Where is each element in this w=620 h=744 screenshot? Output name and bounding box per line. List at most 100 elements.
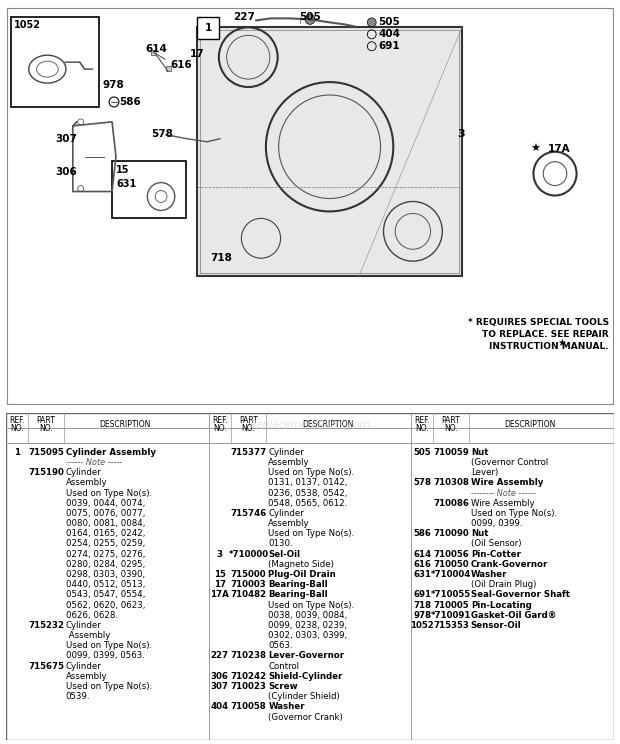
Text: 710050: 710050 [433, 559, 469, 569]
Text: DESCRIPTION: DESCRIPTION [505, 420, 556, 429]
Text: 0626, 0628.: 0626, 0628. [66, 611, 118, 620]
Text: 505: 505 [379, 17, 401, 28]
Text: 0236, 0538, 0542,: 0236, 0538, 0542, [268, 489, 348, 498]
Text: Cylinder: Cylinder [268, 448, 304, 457]
Text: 0080, 0081, 0084,: 0080, 0081, 0084, [66, 519, 145, 528]
Text: REF.: REF. [414, 417, 430, 426]
Text: 710056: 710056 [433, 550, 469, 559]
Text: (Governor Control: (Governor Control [471, 458, 548, 467]
Text: *710091: *710091 [431, 611, 471, 620]
Text: PART: PART [441, 417, 461, 426]
Text: 3: 3 [216, 550, 223, 559]
Text: 0130.: 0130. [268, 539, 293, 548]
Text: Assembly: Assembly [268, 519, 310, 528]
Text: Lever): Lever) [471, 468, 498, 477]
Text: Used on Type No(s).: Used on Type No(s). [268, 529, 355, 539]
Text: 710086: 710086 [433, 498, 469, 507]
Text: Plug-Oil Drain: Plug-Oil Drain [268, 570, 336, 579]
Text: Nut: Nut [471, 529, 489, 539]
Text: *710000: *710000 [228, 550, 268, 559]
Text: (Magneto Side): (Magneto Side) [268, 559, 334, 569]
Text: 0548, 0565, 0612.: 0548, 0565, 0612. [268, 498, 348, 507]
Text: Cylinder: Cylinder [268, 509, 304, 518]
Text: Used on Type No(s).: Used on Type No(s). [66, 489, 152, 498]
Text: Sensor-Oil: Sensor-Oil [471, 621, 521, 630]
Text: Used on Type No(s).: Used on Type No(s). [66, 682, 152, 691]
Text: 0543, 0547, 0554,: 0543, 0547, 0554, [66, 591, 145, 600]
Text: 715095: 715095 [28, 448, 64, 457]
Text: 710308: 710308 [433, 478, 469, 487]
Text: *710055: *710055 [431, 591, 471, 600]
Text: 616: 616 [413, 559, 431, 569]
Text: Washer: Washer [471, 570, 507, 579]
Text: (Governor Crank): (Governor Crank) [268, 713, 343, 722]
Text: Pin-Cotter: Pin-Cotter [471, 550, 521, 559]
Text: 710059: 710059 [433, 448, 469, 457]
Text: Control: Control [268, 661, 299, 670]
Text: 710238: 710238 [231, 652, 267, 661]
Text: Wire Assembly: Wire Assembly [471, 478, 543, 487]
Text: 631: 631 [413, 570, 431, 579]
Text: 227: 227 [233, 13, 255, 22]
Bar [166, 66, 171, 71]
Bar [151, 51, 156, 55]
Text: 0440, 0512, 0513,: 0440, 0512, 0513, [66, 580, 145, 589]
Text: 505: 505 [414, 448, 431, 457]
Text: 614: 614 [145, 44, 167, 54]
Text: Bearing-Ball: Bearing-Ball [268, 580, 328, 589]
Text: Used on Type No(s).: Used on Type No(s). [471, 509, 557, 518]
Text: ------ Note -----: ------ Note ----- [66, 458, 122, 467]
Text: 691: 691 [379, 41, 401, 51]
Text: (Oil Sensor): (Oil Sensor) [471, 539, 521, 548]
Text: 586: 586 [414, 529, 431, 539]
Text: 715353: 715353 [433, 621, 469, 630]
Text: DESCRIPTION: DESCRIPTION [302, 420, 353, 429]
Text: Assembly: Assembly [66, 478, 107, 487]
Text: 715232: 715232 [28, 621, 64, 630]
Text: Assembly: Assembly [268, 458, 310, 467]
Text: 17: 17 [190, 49, 205, 60]
Text: 15: 15 [214, 570, 226, 579]
Text: REF.: REF. [212, 417, 228, 426]
Text: 15: 15 [116, 164, 130, 175]
Bar [197, 28, 462, 276]
Text: 17A: 17A [548, 144, 571, 154]
Bar [112, 161, 185, 219]
Text: Crank-Governor: Crank-Governor [471, 559, 548, 569]
Text: 710242: 710242 [231, 672, 267, 681]
Circle shape [305, 14, 315, 25]
Text: 715190: 715190 [28, 468, 64, 477]
Text: 631: 631 [116, 179, 136, 188]
Text: Sel-Oil: Sel-Oil [268, 550, 300, 559]
Text: 0038, 0039, 0084,: 0038, 0039, 0084, [268, 611, 348, 620]
Text: Nut: Nut [471, 448, 489, 457]
Text: 0563.: 0563. [268, 641, 293, 650]
Text: 17: 17 [214, 580, 226, 589]
Text: Pin-Locating: Pin-Locating [471, 600, 531, 609]
Text: 578: 578 [151, 129, 173, 139]
Text: 978: 978 [413, 611, 432, 620]
Text: 0539.: 0539. [66, 692, 91, 701]
Text: REF.: REF. [9, 417, 25, 426]
Text: 0131, 0137, 0142,: 0131, 0137, 0142, [268, 478, 348, 487]
Text: 307: 307 [211, 682, 229, 691]
Text: ★: ★ [557, 338, 566, 347]
Text: NO.: NO. [415, 424, 429, 434]
Text: 1052: 1052 [14, 20, 41, 31]
Text: Washer: Washer [268, 702, 305, 711]
Text: Cylinder Assembly: Cylinder Assembly [66, 448, 156, 457]
Text: 710482: 710482 [231, 591, 267, 600]
Text: 691: 691 [413, 591, 431, 600]
Text: NO.: NO. [11, 424, 24, 434]
Text: Used on Type No(s).: Used on Type No(s). [66, 641, 152, 650]
Text: 0254, 0255, 0259,: 0254, 0255, 0259, [66, 539, 145, 548]
Text: 715000: 715000 [231, 570, 266, 579]
Text: Wire Assembly: Wire Assembly [471, 498, 534, 507]
Text: 307: 307 [55, 134, 77, 144]
Text: Gasket-Oil Gard®: Gasket-Oil Gard® [471, 611, 556, 620]
Text: 404: 404 [379, 29, 401, 39]
Text: *710004: *710004 [431, 570, 471, 579]
Text: 715746: 715746 [230, 509, 267, 518]
Text: Assembly: Assembly [66, 672, 107, 681]
Circle shape [367, 18, 376, 27]
